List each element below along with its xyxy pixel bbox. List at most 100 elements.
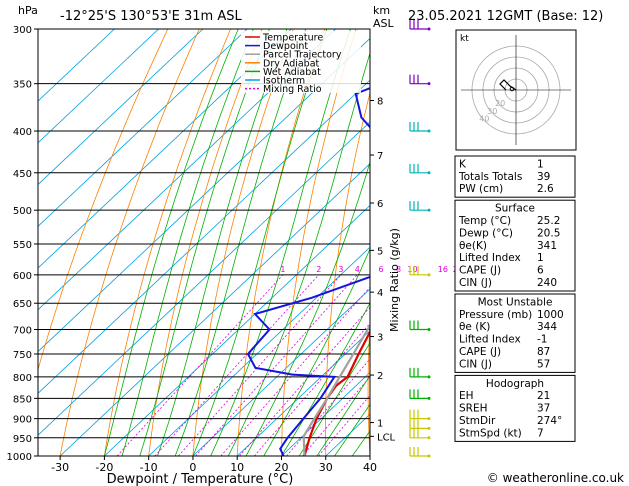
dry-adiabat-line — [148, 29, 263, 456]
isotherm-line — [38, 29, 204, 186]
wet-adiabat-line — [121, 29, 254, 456]
index-label: CAPE (J) — [459, 265, 501, 277]
pressure-tick-label: 750 — [13, 350, 32, 361]
index-label: θe(K) — [459, 240, 487, 252]
wind-barb-dot — [427, 273, 431, 277]
index-value: 344 — [537, 321, 557, 333]
index-label: Lifted Index — [459, 334, 521, 346]
mixing-ratio-line — [302, 376, 370, 456]
hodograph-ring-label: 30 — [487, 107, 497, 116]
index-label: Totals Totals — [458, 171, 522, 183]
series-dewpoint-line — [246, 87, 370, 456]
legend-entry: Wet Adiabat — [263, 67, 321, 78]
altitude-tick-label: 7 — [377, 151, 383, 162]
index-value: -1 — [537, 334, 547, 346]
pressure-tick-label: 300 — [13, 25, 32, 36]
index-label: Lifted Index — [459, 252, 521, 264]
legend-background — [241, 31, 361, 93]
altitude-tick-label: LCL — [377, 432, 396, 443]
wind-barb-dot — [427, 426, 431, 430]
pressure-tick-label: 600 — [13, 271, 32, 282]
isotherm-line — [38, 79, 370, 394]
wind-barb-dot — [427, 129, 431, 133]
temperature-tick-label: -10 — [140, 461, 158, 474]
temperature-tick-label: 0 — [189, 461, 196, 474]
temperature-tick-label: 20 — [274, 461, 288, 474]
pressure-tick-label: 800 — [13, 373, 32, 384]
temperature-tick-label: -30 — [51, 461, 69, 474]
index-label: Dewp (°C) — [459, 227, 513, 239]
dry-adiabat-line — [409, 29, 450, 456]
isotherm-line — [38, 37, 370, 353]
mixing-ratio-line — [154, 274, 320, 456]
pressure-tick-label: 500 — [13, 206, 32, 217]
wet-adiabat-line — [298, 341, 370, 456]
isotherm-line — [281, 371, 370, 456]
temperature-axis: -30 -20 -10 0 10 20 30 40 — [51, 456, 377, 474]
index-value: 1 — [537, 252, 544, 264]
hodograph-storm-motion — [509, 86, 515, 92]
mixing-ratio-label: 1 — [280, 265, 285, 274]
pressure-tick-label: 950 — [13, 434, 32, 445]
credit-text: © weatheronline.co.uk — [487, 471, 624, 485]
hpa-label: hPa — [18, 4, 38, 17]
index-value: 274° — [537, 415, 562, 427]
wind-barbs — [409, 20, 431, 458]
index-label: θe (K) — [459, 321, 490, 333]
index-value: 25.2 — [537, 215, 560, 227]
mixing-ratio-label: 6 — [379, 265, 384, 274]
wind-barb-dot — [427, 375, 431, 379]
dry-adiabat-line — [38, 29, 169, 372]
legend-entry: Mixing Ratio — [263, 84, 322, 95]
dry-adiabat-line — [104, 29, 231, 456]
wind-barb-dot — [427, 328, 431, 332]
wind-barb-dot — [427, 454, 431, 458]
temperature-tick-label: 40 — [363, 461, 377, 474]
pressure-tick-label: 400 — [13, 127, 32, 138]
mixing-ratio-label: 10 — [407, 265, 417, 274]
index-label: CIN (J) — [459, 277, 492, 289]
mixing-ratio-axis-title: Mixing Ratio (g/kg) — [388, 228, 401, 332]
index-label: SREH — [459, 403, 488, 415]
mixing-ratio-labels: 12346810162025 — [280, 265, 478, 274]
pressure-tick-label: 350 — [13, 80, 32, 91]
index-label: EH — [459, 390, 474, 402]
hodograph-block-box — [454, 374, 576, 442]
altitude-tick-label: 6 — [377, 199, 383, 210]
isotherm-line — [38, 29, 292, 269]
index-label: Pressure (mb) — [459, 309, 532, 321]
index-value: 2.6 — [537, 183, 554, 195]
isotherm-line — [38, 29, 159, 144]
wind-barb-dot — [427, 436, 431, 440]
index-value: 20.5 — [537, 227, 560, 239]
legend-entry: Dewpoint — [263, 41, 308, 52]
isotherm-line — [38, 121, 370, 436]
legend-entry: Isotherm — [263, 76, 305, 87]
isotherm-line — [192, 288, 370, 456]
mixing-ratio-line — [318, 394, 370, 456]
mixing-ratio-label: 8 — [396, 265, 401, 274]
index-value: 57 — [537, 358, 550, 370]
mixing-ratio-label: 16 — [438, 265, 448, 274]
index-label: Temp (°C) — [458, 215, 511, 227]
pressure-axis: 300 350 400 450 500 550 600 650 700 750 800 850 900 9… — [7, 25, 38, 463]
dry-adiabat-line — [367, 315, 370, 456]
dry-adiabat-line — [59, 29, 200, 456]
datetime-title: 23.05.2021 12GMT (Base: 12) — [408, 9, 603, 24]
wind-barb-dot — [427, 417, 431, 421]
most-unstable-block-title: Most Unstable — [478, 296, 553, 308]
legend-entry: Parcel Trajectory — [263, 50, 342, 61]
x-axis-title: Dewpoint / Temperature (°C) — [107, 472, 294, 486]
isotherm-line — [236, 330, 370, 456]
wet-adiabat-line — [334, 403, 370, 456]
location-title: -12°25'S 130°53'E 31m ASL — [60, 9, 242, 24]
mixing-ratio-line — [178, 274, 342, 456]
index-value: 37 — [537, 403, 550, 415]
altitude-tick-label: 2 — [377, 371, 383, 382]
index-label: K — [459, 158, 467, 170]
altitude-tick-label: 3 — [377, 333, 383, 344]
temperature-tick-label: -20 — [95, 461, 113, 474]
